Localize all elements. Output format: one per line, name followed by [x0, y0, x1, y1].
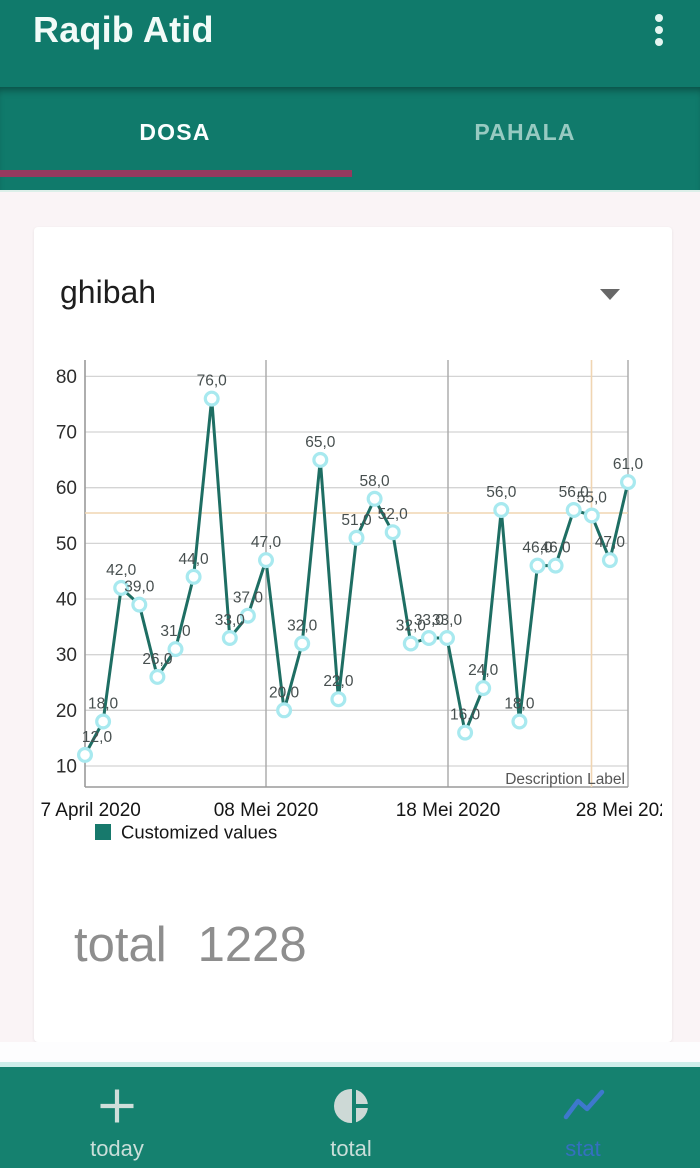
svg-text:42,0: 42,0: [106, 562, 137, 579]
svg-text:46,0: 46,0: [541, 540, 572, 557]
svg-text:39,0: 39,0: [124, 579, 155, 596]
svg-text:70: 70: [56, 423, 77, 444]
svg-text:56,0: 56,0: [559, 484, 590, 501]
svg-text:Description Label: Description Label: [505, 771, 625, 788]
svg-text:52,0: 52,0: [378, 506, 409, 523]
svg-text:18,0: 18,0: [504, 696, 535, 713]
svg-text:40: 40: [56, 590, 77, 611]
svg-text:08 Mei 2020: 08 Mei 2020: [214, 800, 319, 821]
svg-text:56,0: 56,0: [486, 484, 517, 501]
svg-text:51,0: 51,0: [341, 512, 372, 529]
svg-text:26,0: 26,0: [142, 651, 173, 668]
svg-text:80: 80: [56, 367, 77, 388]
svg-text:33,0: 33,0: [215, 612, 246, 629]
svg-text:32,0: 32,0: [396, 618, 427, 635]
svg-text:20: 20: [56, 701, 77, 722]
svg-text:33,0: 33,0: [432, 612, 463, 629]
svg-text:47,0: 47,0: [595, 534, 626, 551]
svg-text:32,0: 32,0: [287, 618, 318, 635]
svg-text:58,0: 58,0: [360, 473, 391, 490]
svg-text:76,0: 76,0: [197, 373, 228, 390]
svg-text:20,0: 20,0: [269, 684, 300, 701]
svg-text:61,0: 61,0: [613, 456, 644, 473]
svg-text:37,0: 37,0: [233, 590, 264, 607]
svg-text:30: 30: [56, 645, 77, 666]
svg-text:55,0: 55,0: [577, 490, 608, 507]
svg-text:65,0: 65,0: [305, 434, 336, 451]
svg-text:12,0: 12,0: [82, 729, 113, 746]
svg-text:60: 60: [56, 478, 77, 499]
svg-text:10: 10: [56, 757, 77, 778]
svg-text:33,0: 33,0: [414, 612, 445, 629]
svg-text:18,0: 18,0: [88, 696, 119, 713]
svg-text:44,0: 44,0: [179, 551, 210, 568]
svg-text:50: 50: [56, 534, 77, 555]
svg-text:22,0: 22,0: [323, 673, 354, 690]
svg-text:16,0: 16,0: [450, 707, 481, 724]
svg-text:28 Mei 2020: 28 Mei 2020: [576, 800, 672, 821]
svg-text:31,0: 31,0: [160, 623, 191, 640]
svg-text:18 Mei 2020: 18 Mei 2020: [396, 800, 501, 821]
svg-text:46,0: 46,0: [522, 540, 553, 557]
svg-text:Customized values: Customized values: [121, 822, 277, 843]
svg-text:24,0: 24,0: [468, 662, 499, 679]
svg-text:47,0: 47,0: [251, 534, 282, 551]
svg-text:7 April 2020: 7 April 2020: [41, 800, 141, 821]
